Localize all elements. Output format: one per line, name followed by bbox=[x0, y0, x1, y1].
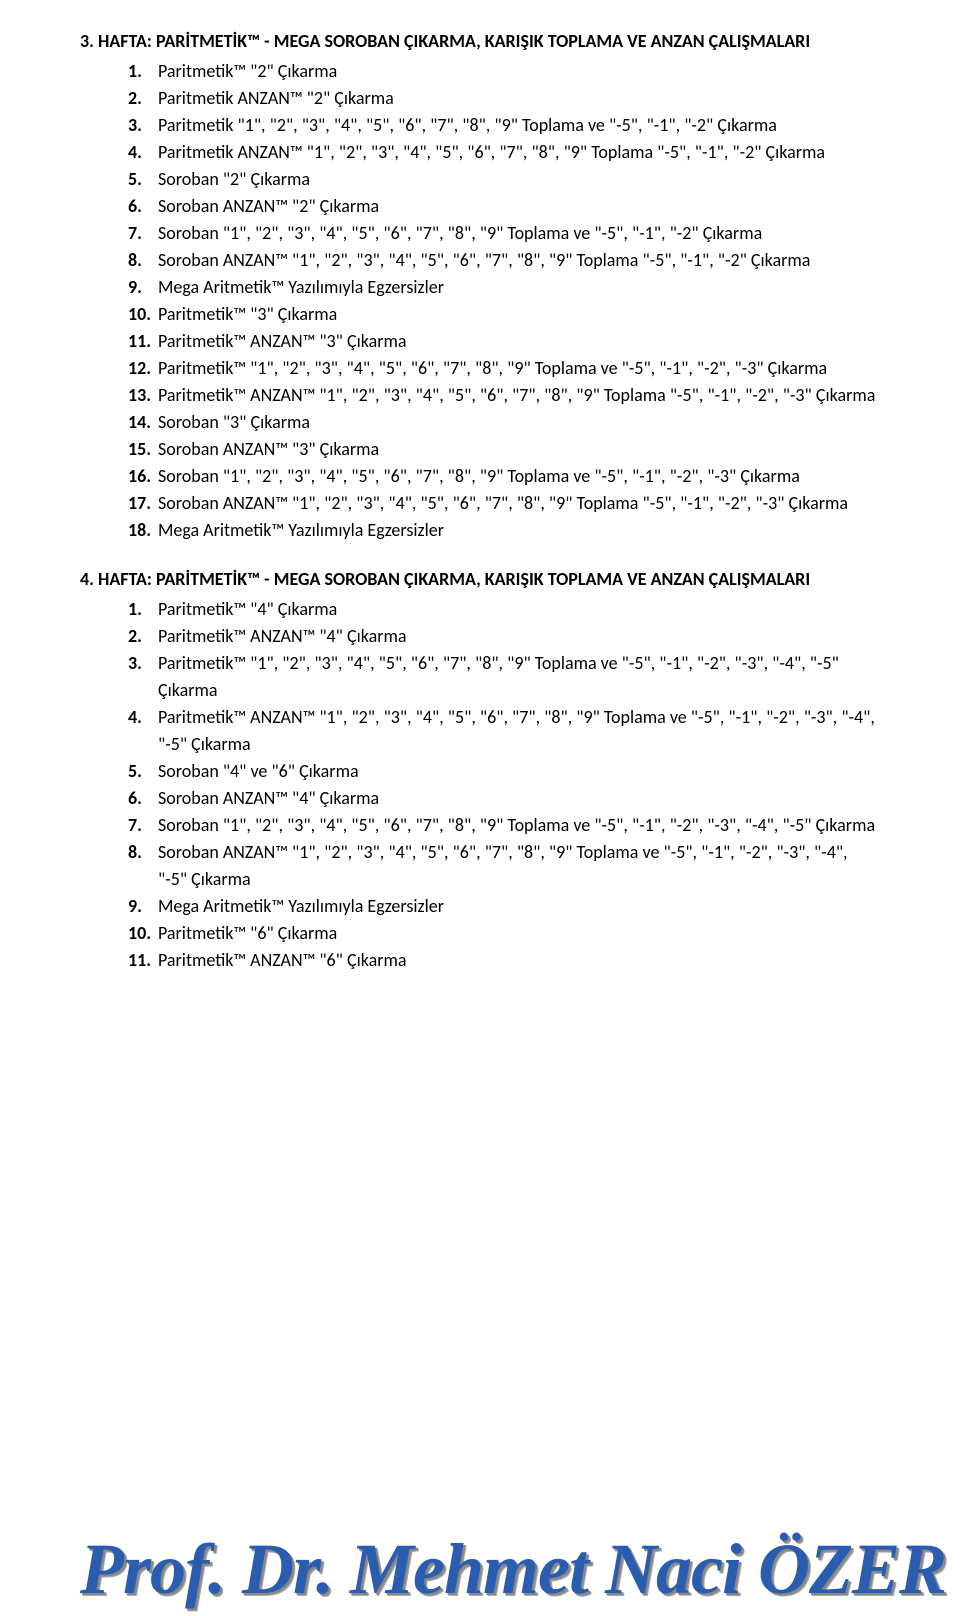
list-item-1-3: 3.Paritmetik "1", "2", "3", "4", "5", "6… bbox=[128, 112, 880, 139]
list-item-text: Mega Aritmetik™ Yazılımıyla Egzersizler bbox=[158, 893, 880, 920]
list-item-number: 3. bbox=[128, 112, 158, 139]
list-item-text: Paritmetik™ "4" Çıkarma bbox=[158, 596, 880, 623]
list-item-number: 4. bbox=[128, 139, 158, 166]
list-item-number: 6. bbox=[128, 785, 158, 812]
list-item-1-2: 2.Paritmetik ANZAN™ "2" Çıkarma bbox=[128, 85, 880, 112]
section-2: 4. HAFTA: PARİTMETİK™ - MEGA SOROBAN ÇIK… bbox=[80, 568, 880, 974]
list-item-number: 12. bbox=[128, 355, 158, 382]
list-item-text: Soroban ANZAN™ "1", "2", "3", "4", "5", … bbox=[158, 490, 880, 517]
list-item-text: Soroban "1", "2", "3", "4", "5", "6", "7… bbox=[158, 220, 880, 247]
list-item-2-2: 2.Paritmetik™ ANZAN™ "4" Çıkarma bbox=[128, 623, 880, 650]
list-item-number: 2. bbox=[128, 85, 158, 112]
list-item-1-17: 17.Soroban ANZAN™ "1", "2", "3", "4", "5… bbox=[128, 490, 880, 517]
list-item-number: 15. bbox=[128, 436, 158, 463]
list-item-number: 16. bbox=[128, 463, 158, 490]
list-item-number: 2. bbox=[128, 623, 158, 650]
list-item-text: Soroban "1", "2", "3", "4", "5", "6", "7… bbox=[158, 812, 880, 839]
list-item-1-12: 12.Paritmetik™ "1", "2", "3", "4", "5", … bbox=[128, 355, 880, 382]
list-item-1-1: 1.Paritmetik™ "2" Çıkarma bbox=[128, 58, 880, 85]
list-item-text: Paritmetik "1", "2", "3", "4", "5", "6",… bbox=[158, 112, 880, 139]
list-item-2-8: 8.Soroban ANZAN™ "1", "2", "3", "4", "5"… bbox=[128, 839, 880, 893]
list-item-1-7: 7.Soroban "1", "2", "3", "4", "5", "6", … bbox=[128, 220, 880, 247]
list-item-text: Paritmetik™ ANZAN™ "1", "2", "3", "4", "… bbox=[158, 382, 880, 409]
list-item-number: 18. bbox=[128, 517, 158, 544]
list-item-text: Soroban "1", "2", "3", "4", "5", "6", "7… bbox=[158, 463, 880, 490]
list-item-1-13: 13.Paritmetik™ ANZAN™ "1", "2", "3", "4"… bbox=[128, 382, 880, 409]
list-item-text: Soroban ANZAN™ "3" Çıkarma bbox=[158, 436, 880, 463]
list-item-text: Paritmetik™ "2" Çıkarma bbox=[158, 58, 880, 85]
list-item-number: 11. bbox=[128, 947, 158, 974]
list-item-number: 14. bbox=[128, 409, 158, 436]
list-item-1-16: 16.Soroban "1", "2", "3", "4", "5", "6",… bbox=[128, 463, 880, 490]
section-1-header: 3. HAFTA: PARİTMETİK™ - MEGA SOROBAN ÇIK… bbox=[80, 30, 880, 52]
list-item-number: 5. bbox=[128, 758, 158, 785]
list-item-text: Soroban ANZAN™ "4" Çıkarma bbox=[158, 785, 880, 812]
list-item-2-1: 1.Paritmetik™ "4" Çıkarma bbox=[128, 596, 880, 623]
list-item-text: Paritmetik™ ANZAN™ "1", "2", "3", "4", "… bbox=[158, 704, 880, 758]
list-item-2-11: 11.Paritmetik™ ANZAN™ "6" Çıkarma bbox=[128, 947, 880, 974]
list-item-number: 7. bbox=[128, 220, 158, 247]
list-item-text: Paritmetik™ "1", "2", "3", "4", "5", "6"… bbox=[158, 650, 880, 704]
signature: Prof. Dr. Mehmet Naci ÖZER bbox=[80, 1528, 946, 1611]
list-item-number: 17. bbox=[128, 490, 158, 517]
list-item-number: 9. bbox=[128, 893, 158, 920]
list-item-number: 1. bbox=[128, 58, 158, 85]
list-item-text: Paritmetik™ ANZAN™ "3" Çıkarma bbox=[158, 328, 880, 355]
list-item-1-15: 15.Soroban ANZAN™ "3" Çıkarma bbox=[128, 436, 880, 463]
list-item-1-9: 9.Mega Aritmetik™ Yazılımıyla Egzersizle… bbox=[128, 274, 880, 301]
list-item-2-9: 9.Mega Aritmetik™ Yazılımıyla Egzersizle… bbox=[128, 893, 880, 920]
list-item-number: 3. bbox=[128, 650, 158, 704]
list-item-1-6: 6.Soroban ANZAN™ "2" Çıkarma bbox=[128, 193, 880, 220]
list-item-text: Paritmetik™ ANZAN™ "4" Çıkarma bbox=[158, 623, 880, 650]
list-item-number: 11. bbox=[128, 328, 158, 355]
list-item-text: Paritmetik™ "6" Çıkarma bbox=[158, 920, 880, 947]
list-item-number: 7. bbox=[128, 812, 158, 839]
list-item-text: Soroban "2" Çıkarma bbox=[158, 166, 880, 193]
list-item-text: Paritmetik™ "1", "2", "3", "4", "5", "6"… bbox=[158, 355, 880, 382]
list-item-1-4: 4.Paritmetik ANZAN™ "1", "2", "3", "4", … bbox=[128, 139, 880, 166]
list-item-1-11: 11.Paritmetik™ ANZAN™ "3" Çıkarma bbox=[128, 328, 880, 355]
list-item-2-4: 4.Paritmetik™ ANZAN™ "1", "2", "3", "4",… bbox=[128, 704, 880, 758]
list-item-text: Paritmetik ANZAN™ "2" Çıkarma bbox=[158, 85, 880, 112]
list-item-number: 13. bbox=[128, 382, 158, 409]
list-item-text: Soroban "4" ve "6" Çıkarma bbox=[158, 758, 880, 785]
list-item-text: Paritmetik™ "3" Çıkarma bbox=[158, 301, 880, 328]
list-item-text: Paritmetik™ ANZAN™ "6" Çıkarma bbox=[158, 947, 880, 974]
list-item-text: Soroban ANZAN™ "1", "2", "3", "4", "5", … bbox=[158, 839, 880, 893]
section-2-header: 4. HAFTA: PARİTMETİK™ - MEGA SOROBAN ÇIK… bbox=[80, 568, 880, 590]
section-1: 3. HAFTA: PARİTMETİK™ - MEGA SOROBAN ÇIK… bbox=[80, 30, 880, 544]
list-item-number: 10. bbox=[128, 920, 158, 947]
list-item-number: 8. bbox=[128, 247, 158, 274]
list-item-number: 9. bbox=[128, 274, 158, 301]
list-item-number: 10. bbox=[128, 301, 158, 328]
list-item-1-8: 8.Soroban ANZAN™ "1", "2", "3", "4", "5"… bbox=[128, 247, 880, 274]
list-item-number: 8. bbox=[128, 839, 158, 893]
list-item-2-10: 10.Paritmetik™ "6" Çıkarma bbox=[128, 920, 880, 947]
list-item-text: Soroban ANZAN™ "2" Çıkarma bbox=[158, 193, 880, 220]
list-item-text: Soroban "3" Çıkarma bbox=[158, 409, 880, 436]
list-item-text: Mega Aritmetik™ Yazılımıyla Egzersizler bbox=[158, 274, 880, 301]
list-item-2-7: 7.Soroban "1", "2", "3", "4", "5", "6", … bbox=[128, 812, 880, 839]
section-2-list: 1.Paritmetik™ "4" Çıkarma2.Paritmetik™ A… bbox=[80, 596, 880, 974]
list-item-number: 4. bbox=[128, 704, 158, 758]
list-item-2-6: 6.Soroban ANZAN™ "4" Çıkarma bbox=[128, 785, 880, 812]
list-item-number: 1. bbox=[128, 596, 158, 623]
list-item-text: Soroban ANZAN™ "1", "2", "3", "4", "5", … bbox=[158, 247, 880, 274]
list-item-1-5: 5.Soroban "2" Çıkarma bbox=[128, 166, 880, 193]
list-item-1-10: 10.Paritmetik™ "3" Çıkarma bbox=[128, 301, 880, 328]
list-item-number: 6. bbox=[128, 193, 158, 220]
list-item-1-18: 18.Mega Aritmetik™ Yazılımıyla Egzersizl… bbox=[128, 517, 880, 544]
list-item-2-3: 3.Paritmetik™ "1", "2", "3", "4", "5", "… bbox=[128, 650, 880, 704]
list-item-2-5: 5.Soroban "4" ve "6" Çıkarma bbox=[128, 758, 880, 785]
section-1-list: 1.Paritmetik™ "2" Çıkarma2.Paritmetik AN… bbox=[80, 58, 880, 544]
list-item-text: Mega Aritmetik™ Yazılımıyla Egzersizler bbox=[158, 517, 880, 544]
list-item-number: 5. bbox=[128, 166, 158, 193]
list-item-text: Paritmetik ANZAN™ "1", "2", "3", "4", "5… bbox=[158, 139, 880, 166]
list-item-1-14: 14.Soroban "3" Çıkarma bbox=[128, 409, 880, 436]
